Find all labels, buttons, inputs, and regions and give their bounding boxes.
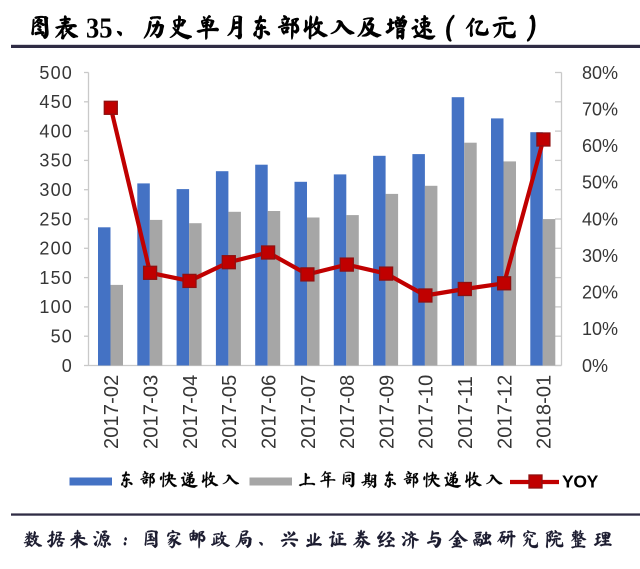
svg-text:2017-09: 2017-09: [376, 375, 398, 449]
svg-text:450: 450: [39, 92, 73, 112]
svg-text:2017-11: 2017-11: [455, 376, 477, 449]
svg-text:2017-06: 2017-06: [258, 375, 280, 449]
svg-text:50: 50: [51, 327, 73, 347]
svg-text:10%: 10%: [582, 319, 618, 339]
svg-text:0%: 0%: [582, 356, 608, 376]
svg-text:30%: 30%: [582, 246, 618, 266]
svg-text:35: 35: [86, 12, 113, 44]
svg-text:300: 300: [39, 180, 73, 200]
svg-text:0: 0: [62, 356, 73, 376]
svg-text:40%: 40%: [582, 209, 618, 229]
svg-text:2017-03: 2017-03: [140, 375, 162, 449]
svg-text:150: 150: [39, 268, 73, 288]
svg-text:2017-02: 2017-02: [101, 375, 123, 449]
svg-text:2017-08: 2017-08: [337, 375, 359, 449]
svg-text:350: 350: [39, 151, 73, 171]
svg-text:50%: 50%: [582, 173, 618, 193]
svg-text:2017-12: 2017-12: [494, 375, 516, 449]
svg-text:YOY: YOY: [562, 472, 599, 492]
svg-text:500: 500: [39, 63, 73, 83]
svg-text:70%: 70%: [582, 99, 618, 119]
svg-text:60%: 60%: [582, 136, 618, 156]
svg-text:2017-10: 2017-10: [416, 375, 438, 449]
svg-text:100: 100: [39, 297, 73, 317]
svg-text:400: 400: [39, 121, 73, 141]
svg-text:2017-07: 2017-07: [298, 375, 320, 449]
svg-text:2018-01: 2018-01: [534, 375, 556, 449]
svg-text:250: 250: [39, 209, 73, 229]
svg-text:2017-05: 2017-05: [219, 375, 241, 449]
svg-text:2017-04: 2017-04: [180, 375, 202, 449]
svg-text:80%: 80%: [582, 63, 618, 83]
svg-text:200: 200: [39, 239, 73, 259]
svg-text:20%: 20%: [582, 283, 618, 303]
